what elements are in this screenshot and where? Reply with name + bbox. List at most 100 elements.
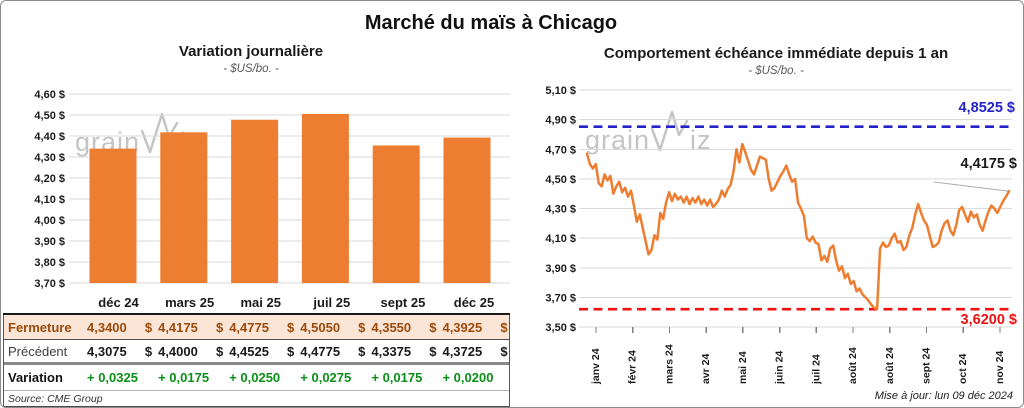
line-y-tick-label: 4,90 $ [545,115,576,127]
x-tick-label: nov 24 [994,351,1006,384]
x-tick-label: avr 24 [700,353,712,384]
bar-y-tick-label: 3,90 $ [34,236,65,248]
table-cell: 4,3550 $ [368,320,439,335]
bar-y-tick-label: 4,10 $ [34,194,65,206]
bar-y-tick-label: 3,70 $ [34,278,65,290]
cell-unit: $ [358,319,366,335]
cell-value: 4,4000 [158,343,198,359]
cell-unit: $ [287,319,295,335]
cell-value: 4,4775 [229,319,269,335]
column-header: juil 25 [313,294,351,310]
line-y-tick-label: 4,30 $ [545,204,576,216]
bar-juil 25 [301,113,349,283]
x-tick-label: juin 24 [774,351,786,385]
table-cell: 4,4775 $ [226,320,297,335]
cell-unit: $ [144,319,153,335]
bar-mars 25 [160,132,208,283]
bar-sept 25 [372,145,420,283]
table-cell: 4,3375 $ [368,344,439,359]
x-tick-label: mai 24 [737,351,749,384]
table-cell: + 0,0250 [226,370,297,385]
table-cell: + 0,0275 [297,370,368,385]
bar-y-tick-label: 4,00 $ [34,215,65,227]
resistance-label: 4,8525 $ [958,100,1015,116]
bar-mai 25 [231,119,279,283]
row-label: Précédent [8,343,68,359]
bar-y-tick-label: 4,40 $ [34,131,65,143]
line-y-tick-label: 4,70 $ [545,144,576,156]
cell-unit: $ [287,343,295,359]
table-cell: 4,5050 $ [297,320,368,335]
line-y-tick-label: 5,10 $ [545,85,576,97]
line-chart-subtitle: - $US/bo. - [748,65,804,77]
table-row-fermeture: Fermeture 4,3400 $4,4175 $4,4775 $4,5050 $4,3… [4,315,509,340]
source-note: Source: CME Group [8,392,103,405]
table-cell: + 0,0175 [155,370,226,385]
table-cell: 4,3400 $ [84,320,155,335]
column-header: mai 25 [240,294,281,310]
table-cell: 4,4775 $ [297,344,368,359]
cell-unit: $ [500,343,508,359]
cell-value: 4,3400 [87,319,127,335]
x-tick-label: août 24 [847,347,859,384]
line-chart: 5,10 $ 4,90 $ 4,70 $ 4,50 $ 4,30 $ 4,10 $ 3,90… [545,85,1012,385]
cell-value: + 0,0250 [229,370,281,385]
cell-value: + 0,0325 [87,370,138,385]
table-cell: 4,3075 $ [84,344,155,359]
cell-value: 4,3075 [87,343,127,359]
table-cell: + 0,0175 [368,370,439,385]
line-y-tick-label: 3,90 $ [545,263,576,275]
x-tick-label: août 24 [884,347,896,384]
bar-déc 24 [89,148,137,283]
x-tick-label: oct 24 [957,353,969,384]
line-y-tick-label: 3,50 $ [545,322,576,334]
row-label: Fermeture [8,319,72,335]
row-label: Variation [8,370,63,385]
cell-unit: $ [215,343,224,359]
line-y-tick-label: 3,70 $ [545,292,576,304]
table-cell: 4,4175 $ [155,320,226,335]
cell-value: 4,3725 [442,343,483,359]
cell-value: 4,3375 [371,343,412,359]
column-header: déc 25 [453,294,495,310]
table-body: Fermeture 4,3400 $4,4175 $4,4775 $4,5050 $4,3… [3,315,510,407]
line-y-tick-label: 4,10 $ [545,233,576,245]
table-cell: 4,3725 $ [439,344,510,359]
bar-chart-subtitle: - $US/bo. - [223,63,279,75]
column-header: sept 25 [380,294,426,310]
cell-unit: $ [144,343,153,359]
bar-chart: 4,60 $ 4,50 $ 4,40 $ 4,30 $ 4,20 $ 4,10 $ 4,00… [34,89,510,290]
updated-note: Mise à jour: lun 09 déc 2024 [874,390,1013,402]
line-chart-title: Comportement échéance immédiate depuis 1… [603,45,949,62]
bar-chart-title: Variation journalière [178,43,324,60]
bar-y-tick-label: 4,30 $ [34,152,65,164]
bar-y-tick-label: 4,20 $ [34,173,65,185]
table-cell: 4,4000 $ [155,344,226,359]
table-cell: 4,3925 $ [439,320,510,335]
line-y-tick-label: 4,50 $ [545,174,576,186]
table-cell: + 0,0325 [84,370,155,385]
cell-unit: $ [429,343,437,359]
cell-value: 4,5050 [300,319,341,335]
table-cell: 4,4525 $ [226,344,297,359]
futures-table: déc 24 mars 25 mai 25 juil 25 sept 25 déc 25 F… [3,291,510,407]
last-price-leader-line [933,181,1009,192]
cell-unit: $ [429,319,437,335]
cell-value: + 0,0175 [158,370,210,385]
cell-unit: $ [500,319,508,335]
cell-value: + 0,0275 [300,370,352,385]
cell-unit: $ [215,319,224,335]
bar-y-tick-label: 4,60 $ [34,89,65,101]
table-header-row: déc 24 mars 25 mai 25 juil 25 sept 25 déc 25 [3,291,510,315]
x-tick-label: mars 24 [663,344,675,384]
cell-value: 4,3550 [371,319,412,335]
bar-y-tick-label: 4,50 $ [34,110,65,122]
x-tick-label: févr 24 [627,350,639,384]
bar-déc 25 [443,137,491,283]
cell-value: + 0,0175 [371,370,423,385]
price-series-line [585,142,1011,311]
x-tick-label: juil 24 [810,354,822,385]
column-header: déc 24 [98,294,139,310]
x-tick-label: janv 24 [590,348,602,385]
